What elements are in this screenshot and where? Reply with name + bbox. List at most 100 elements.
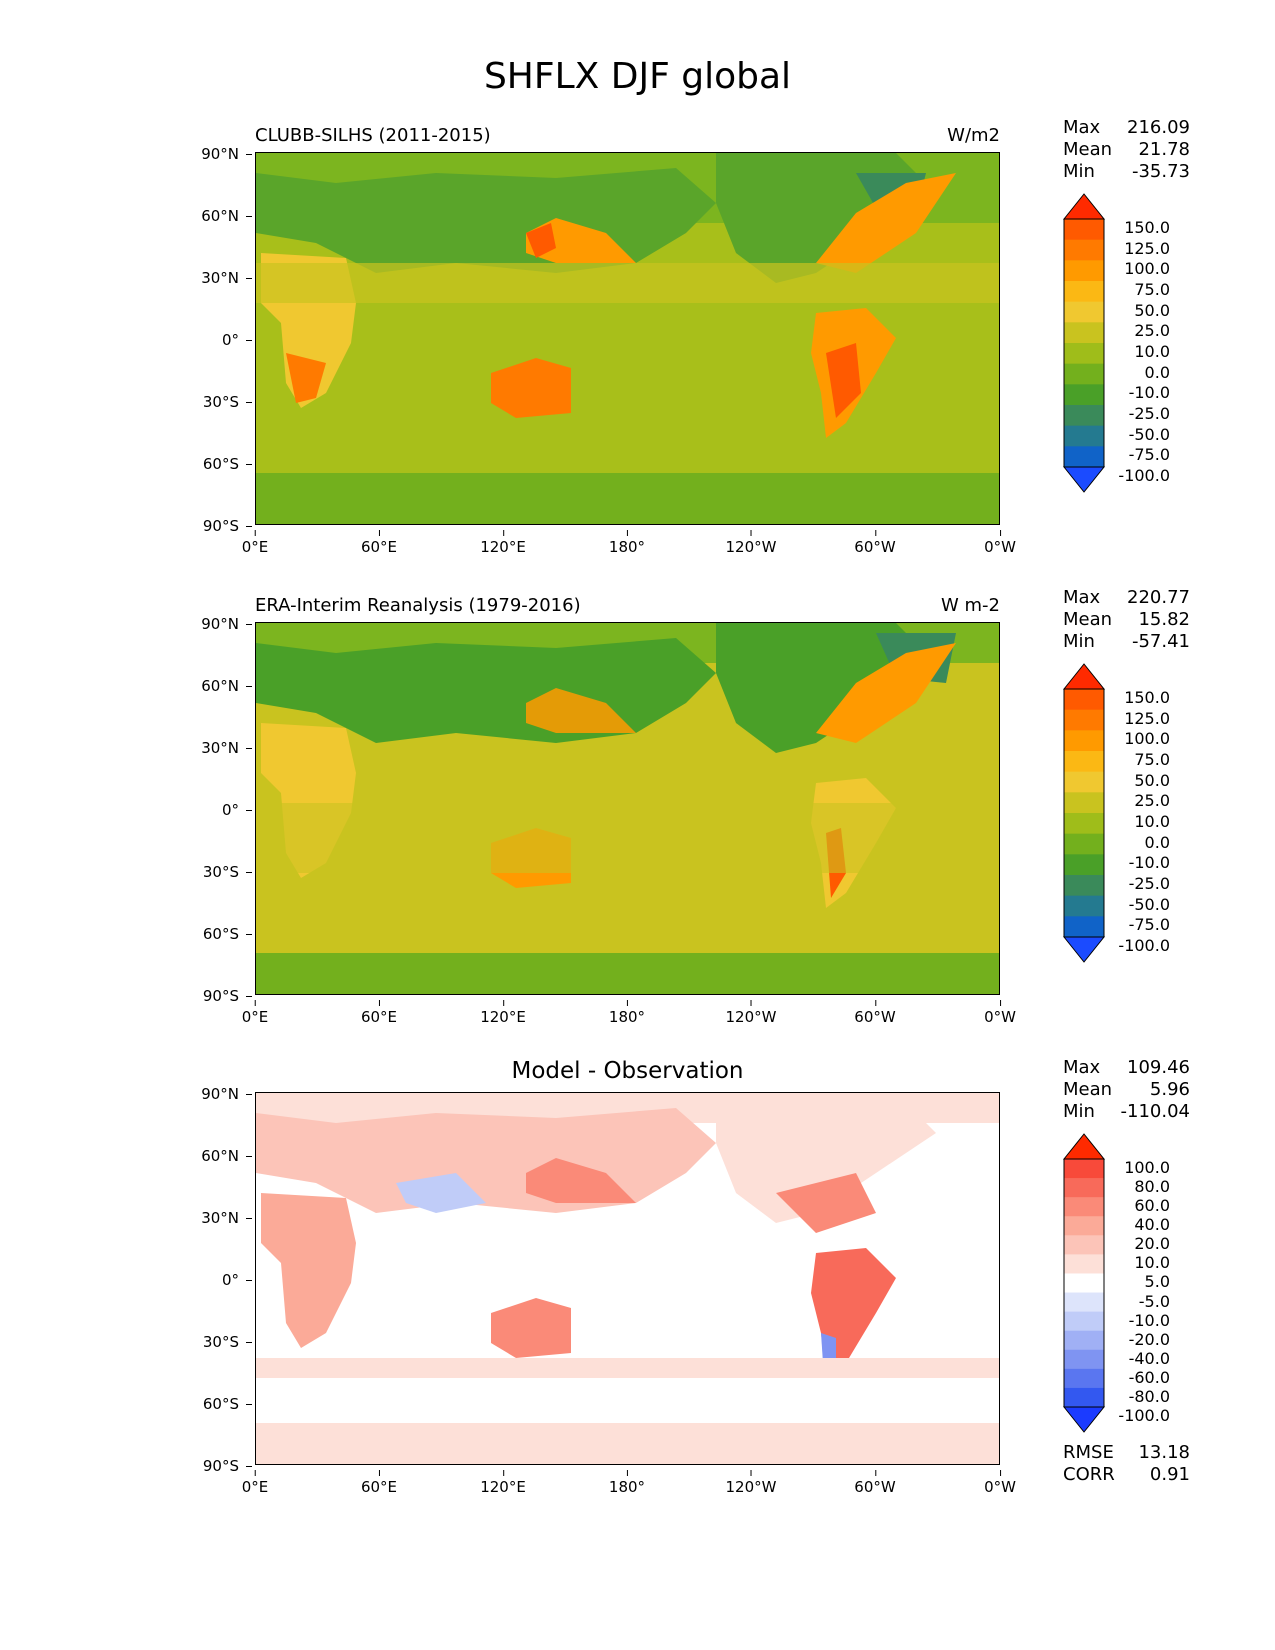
- colorbar-segment: [1064, 301, 1104, 323]
- x-tick: 0°W: [984, 1000, 1016, 1026]
- colorbar-tick-label: -40.0: [1128, 1348, 1170, 1368]
- stat-label: Mean: [1063, 609, 1113, 630]
- colorbar-tick-label: 50.0: [1134, 300, 1170, 320]
- colorbar-tick-label: -50.0: [1128, 894, 1170, 914]
- colorbar-segment: [1064, 1273, 1104, 1294]
- colorbar-tick-label: -60.0: [1128, 1367, 1170, 1387]
- stat-label: Max: [1063, 587, 1101, 608]
- colorbar-segment: [1064, 1216, 1104, 1236]
- colorbar-tick-label: 25.0: [1134, 321, 1170, 341]
- colorbar-tick-label: 100.0: [1124, 259, 1170, 279]
- stats-box: Max 220.77 Mean 15.82 Min -57.41: [1063, 587, 1190, 653]
- colorbar-segment: [1064, 425, 1104, 447]
- colorbar-segment: [1064, 1235, 1104, 1255]
- stat-label: Max: [1063, 117, 1101, 138]
- stat-label: Max: [1063, 1057, 1101, 1078]
- x-tick: 180°: [608, 530, 646, 556]
- stat-label: Min: [1063, 1101, 1095, 1122]
- colorbar-tick-label: 10.0: [1134, 812, 1170, 831]
- y-tick: 90°N: [201, 615, 252, 633]
- map-field: [256, 623, 999, 994]
- y-tick: 0°: [221, 1271, 253, 1289]
- colorbar-tick-label: -75.0: [1128, 915, 1170, 935]
- colorbar-tick-label: -10.0: [1128, 1310, 1170, 1330]
- colorbar-segment: [1064, 446, 1104, 468]
- x-tick: 120°E: [480, 530, 526, 556]
- corr-label: CORR: [1063, 1464, 1115, 1485]
- colorbar-tick-label: -25.0: [1128, 874, 1170, 893]
- rmse-value: 13.18: [1138, 1442, 1190, 1463]
- stat-label: Min: [1063, 631, 1095, 652]
- colorbar-segment: [1064, 916, 1104, 938]
- colorbar-tick-label: 75.0: [1134, 750, 1170, 769]
- map-difference: [255, 1092, 1000, 1465]
- x-tick: 60°W: [854, 530, 896, 556]
- y-tick: 60°S: [202, 925, 253, 943]
- x-tick: 120°E: [480, 1470, 526, 1496]
- colorbar-segment: [1064, 384, 1104, 406]
- colorbar: [1062, 193, 1106, 493]
- map-model: [255, 152, 1000, 525]
- x-tick: 60°E: [360, 1000, 398, 1026]
- x-tick: 180°: [608, 1000, 646, 1026]
- y-tick: 90°N: [201, 1085, 252, 1103]
- colorbar-segment: [1064, 833, 1104, 855]
- panel-units: W m-2: [940, 595, 1000, 616]
- colorbar-tick-label: -5.0: [1138, 1291, 1170, 1311]
- colorbar-tick-label: -10.0: [1128, 853, 1170, 873]
- colorbar-segment: [1064, 771, 1104, 793]
- x-tick: 60°E: [360, 1470, 398, 1496]
- colorbar-tick-label: 10.0: [1134, 1253, 1170, 1273]
- x-tick: 0°W: [984, 530, 1016, 556]
- y-tick: 30°N: [201, 269, 252, 287]
- x-tick: 60°E: [360, 530, 398, 556]
- colorbar-segment: [1064, 1178, 1104, 1198]
- panel-title: Model - Observation: [511, 1058, 744, 1084]
- colorbar-segment: [1064, 219, 1104, 241]
- colorbar-segment: [1064, 405, 1104, 427]
- stat-label: Min: [1063, 161, 1095, 182]
- colorbar-segment: [1064, 363, 1104, 385]
- colorbar-segment: [1064, 1387, 1104, 1408]
- colorbar-segment: [1064, 1349, 1104, 1370]
- colorbar-segment: [1064, 1292, 1104, 1313]
- y-tick: 90°S: [202, 1457, 253, 1475]
- x-tick: 60°W: [854, 1470, 896, 1496]
- figure-title: SHFLX DJF global: [483, 56, 792, 97]
- colorbar-tick-label: 150.0: [1124, 218, 1170, 237]
- colorbar-tick-label: -25.0: [1128, 404, 1170, 423]
- colorbar-outline: [1063, 688, 1105, 938]
- colorbar-segment: [1064, 1330, 1104, 1351]
- colorbar: [1062, 663, 1106, 963]
- colorbar-tick-label: -75.0: [1128, 445, 1170, 465]
- y-tick: 60°S: [202, 455, 253, 473]
- colorbar-tick-label: 40.0: [1134, 1215, 1170, 1235]
- colorbar-segment: [1064, 689, 1104, 711]
- colorbar-tick-label: -10.0: [1128, 383, 1170, 403]
- y-tick: 60°N: [201, 207, 252, 225]
- colorbar-tick-label: -100.0: [1118, 936, 1170, 955]
- colorbar-tick-label: 125.0: [1124, 238, 1170, 258]
- colorbar-tick-label: 5.0: [1144, 1272, 1170, 1292]
- colorbar-outline: [1063, 1158, 1105, 1408]
- panel-model: CLUBB-SILHS (2011-2015) W/m2: [0, 0, 1275, 556]
- y-tick: 60°N: [201, 677, 252, 695]
- colorbar-extend-min: [1062, 1406, 1106, 1433]
- map-observation: [255, 622, 1000, 995]
- stat-max: 220.77: [1127, 587, 1190, 608]
- colorbar-segment: [1064, 343, 1104, 365]
- y-tick: 60°S: [202, 1395, 253, 1413]
- panel-difference: Model - Observation 90°N 60°N 30°N 0° 30…: [0, 940, 1275, 1496]
- y-tick: 30°N: [201, 739, 252, 757]
- colorbar-tick-label: 75.0: [1134, 280, 1170, 299]
- stat-max: 109.46: [1127, 1057, 1190, 1078]
- panel-title: ERA-Interim Reanalysis (1979-2016): [255, 595, 581, 616]
- colorbar-segment: [1064, 751, 1104, 773]
- colorbar-extend-max: [1062, 1133, 1106, 1160]
- y-tick: 60°N: [201, 1147, 252, 1165]
- x-tick: 0°W: [984, 1470, 1016, 1496]
- x-tick: 0°E: [241, 1470, 269, 1496]
- colorbar-segment: [1064, 854, 1104, 876]
- panel-observation: ERA-Interim Reanalysis (1979-2016) W m-2…: [0, 470, 1275, 1026]
- colorbar-segment: [1064, 792, 1104, 814]
